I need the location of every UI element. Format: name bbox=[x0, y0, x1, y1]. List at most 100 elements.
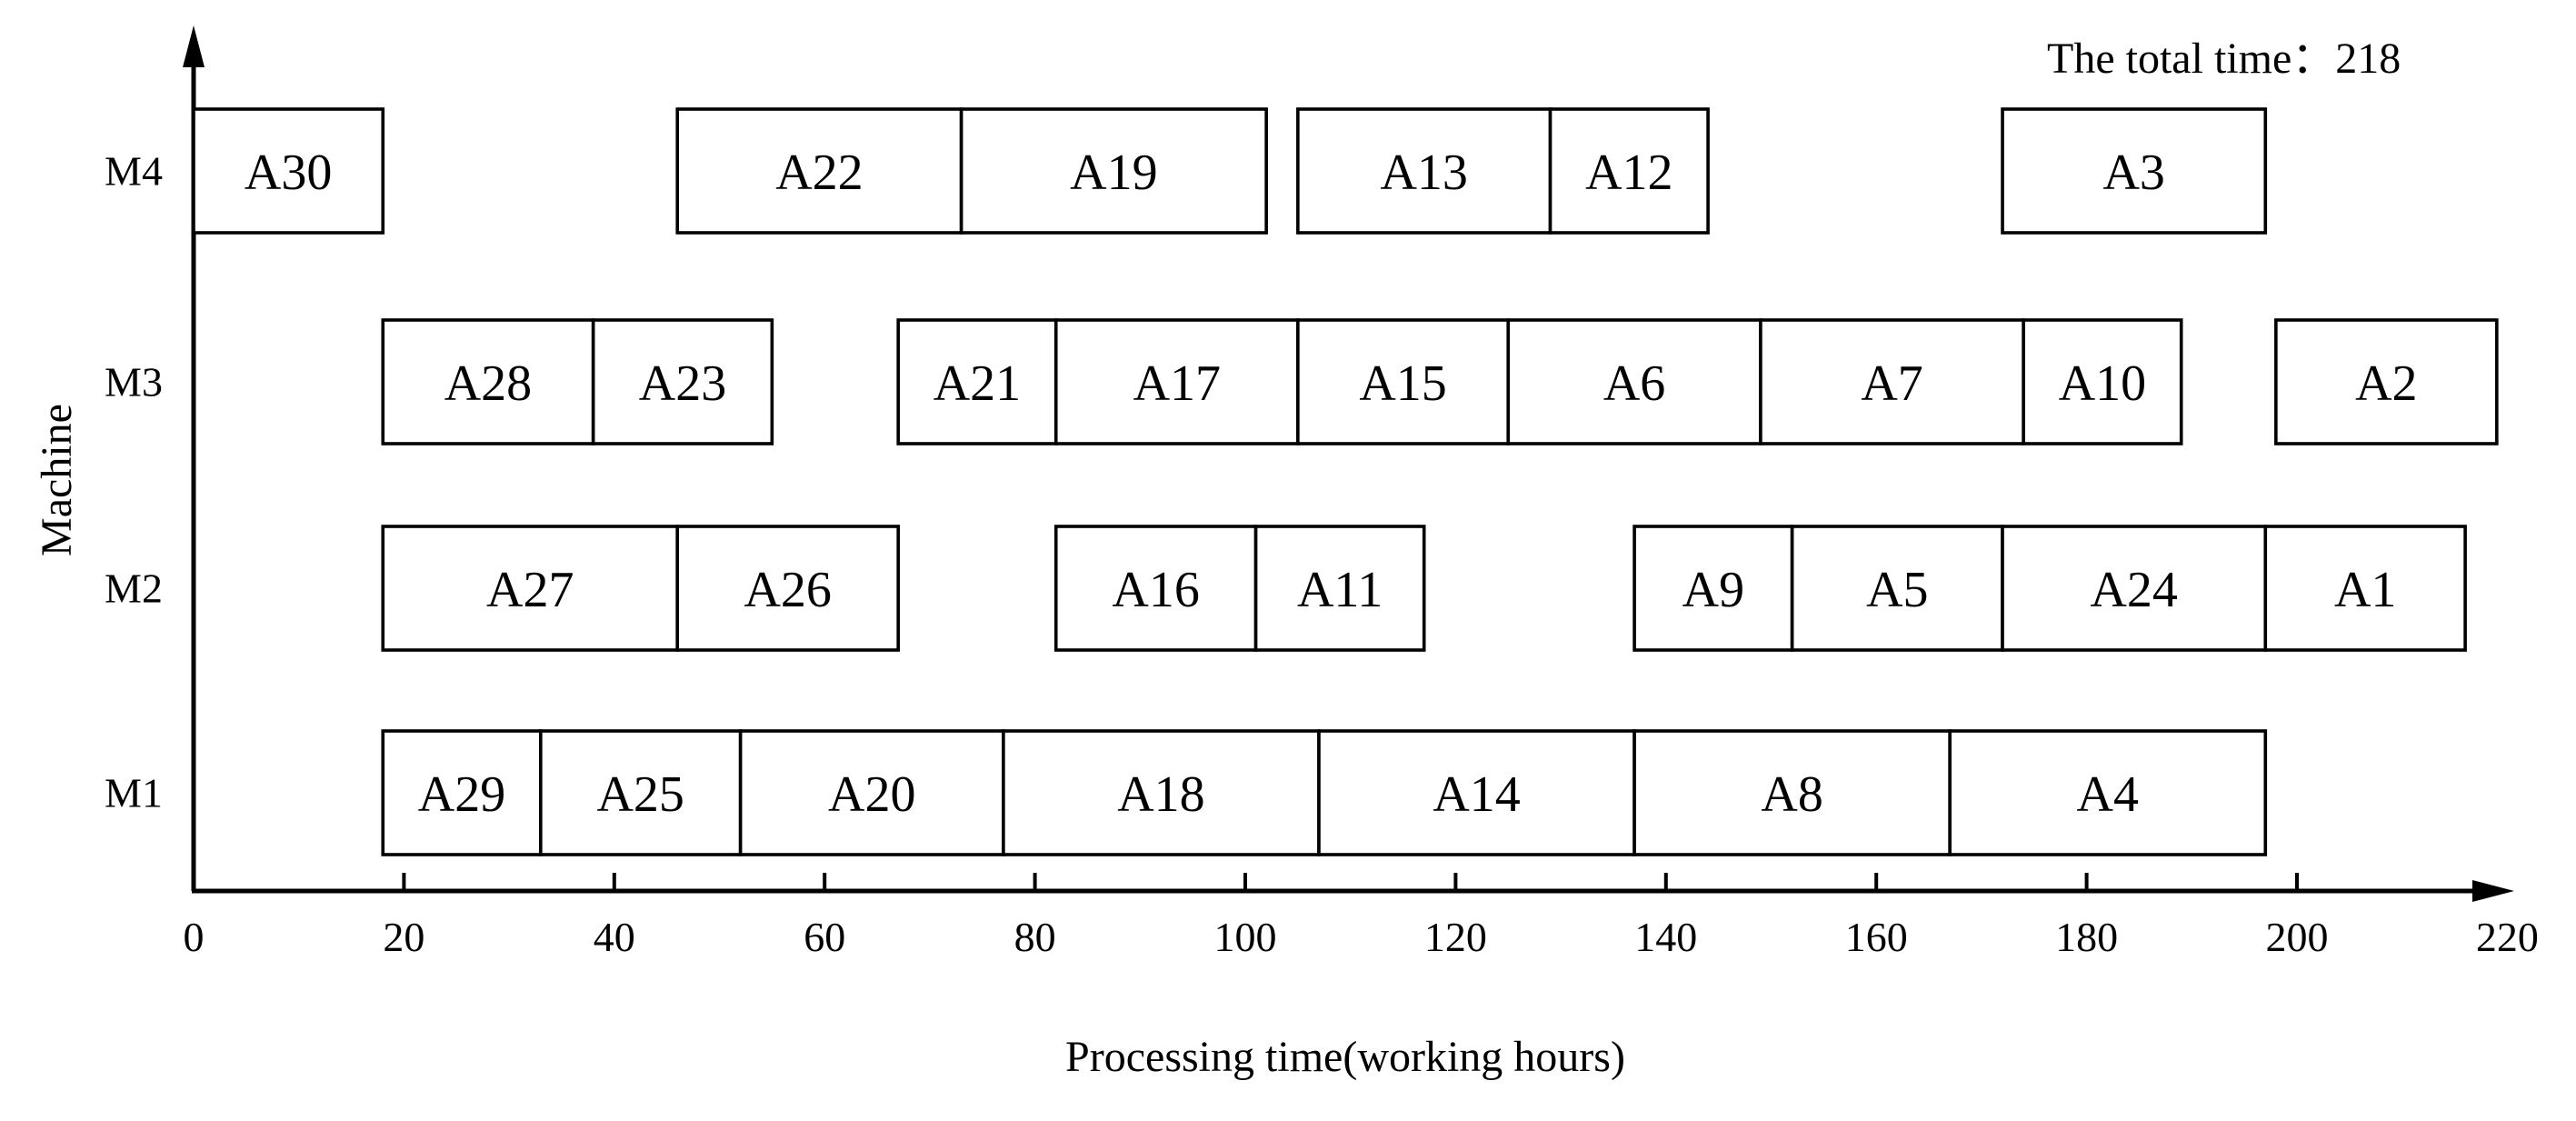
task-bar-rect bbox=[591, 318, 774, 445]
task-label: A28 bbox=[444, 355, 532, 412]
task-label: A25 bbox=[596, 766, 684, 823]
task-bar: A9 bbox=[1632, 525, 1794, 652]
x-tick-label: 0 bbox=[184, 914, 205, 960]
task-label: A3 bbox=[2102, 145, 2164, 201]
task-bar-rect bbox=[1253, 525, 1426, 652]
task-label: A16 bbox=[1112, 562, 1199, 618]
x-tick-label: 60 bbox=[804, 914, 845, 960]
task-bar: A20 bbox=[738, 729, 1005, 856]
task-label: A24 bbox=[2090, 562, 2177, 618]
task-bar: A27 bbox=[381, 525, 680, 652]
task-bar: A11 bbox=[1253, 525, 1426, 652]
task-label: A9 bbox=[1682, 562, 1744, 618]
task-bar: A23 bbox=[591, 318, 774, 445]
task-bar-rect bbox=[1317, 729, 1636, 856]
task-bar-rect bbox=[738, 729, 1005, 856]
task-label: A29 bbox=[418, 766, 505, 823]
task-bar: A22 bbox=[675, 107, 964, 235]
x-tick-label: 140 bbox=[1634, 914, 1697, 960]
task-label: A23 bbox=[639, 355, 726, 412]
machine-label: M4 bbox=[105, 148, 163, 195]
task-bar: A3 bbox=[2001, 107, 2268, 235]
y-axis-arrow bbox=[183, 25, 205, 67]
task-bar: A25 bbox=[539, 729, 743, 856]
x-tick-label: 100 bbox=[1214, 914, 1277, 960]
machine-label: M1 bbox=[105, 770, 163, 816]
task-bar: A21 bbox=[896, 318, 1058, 445]
task-label: A20 bbox=[828, 766, 915, 823]
task-label: A5 bbox=[1866, 562, 1928, 618]
task-label: A30 bbox=[245, 145, 332, 201]
task-bar-rect bbox=[1632, 729, 1952, 856]
machine-labels: M1 M2 M3 M4 bbox=[105, 148, 163, 816]
task-label: A21 bbox=[934, 355, 1021, 412]
task-bar: A2 bbox=[2274, 318, 2499, 445]
task-bar: A18 bbox=[1002, 729, 1321, 856]
task-bar-rect bbox=[1053, 525, 1258, 652]
task-bar-rect bbox=[539, 729, 743, 856]
task-label: A10 bbox=[2059, 355, 2146, 412]
task-bar-rect bbox=[2022, 318, 2183, 445]
task-bar-rect bbox=[1632, 525, 1794, 652]
task-label: A1 bbox=[2334, 562, 2396, 618]
task-bar-rect bbox=[1759, 318, 2025, 445]
task-label: A18 bbox=[1117, 766, 1204, 823]
task-label: A6 bbox=[1603, 355, 1665, 412]
task-bar: A29 bbox=[381, 729, 543, 856]
task-bar-rect bbox=[1548, 107, 1710, 235]
task-bar-rect bbox=[381, 729, 543, 856]
task-bar: A28 bbox=[381, 318, 595, 445]
task-bar: A8 bbox=[1632, 729, 1952, 856]
total-time-annotation: The total time：218 bbox=[2047, 35, 2401, 83]
task-bar: A6 bbox=[1506, 318, 1762, 445]
task-bar: A5 bbox=[1790, 525, 2004, 652]
task-bar: A19 bbox=[959, 107, 1268, 235]
task-bars: A30 A22 A19 A13 A12 A3 A28 A23 A21 A17 A15 A6 A7 A10 A… bbox=[192, 107, 2499, 856]
task-bar: A7 bbox=[1759, 318, 2025, 445]
task-bar-rect bbox=[381, 318, 595, 445]
task-bar: A10 bbox=[2022, 318, 2183, 445]
task-bar: A12 bbox=[1548, 107, 1710, 235]
task-bar: A15 bbox=[1296, 318, 1511, 445]
x-tick-label: 220 bbox=[2476, 914, 2539, 960]
x-axis-arrow bbox=[2472, 880, 2514, 902]
task-label: A22 bbox=[775, 145, 863, 201]
task-label: A27 bbox=[486, 562, 574, 618]
task-bar: A14 bbox=[1317, 729, 1636, 856]
task-bar-rect bbox=[381, 525, 680, 652]
task-bar: A30 bbox=[192, 107, 385, 235]
x-tick-label: 200 bbox=[2266, 914, 2329, 960]
x-tick-label: 80 bbox=[1014, 914, 1056, 960]
task-label: A15 bbox=[1359, 355, 1446, 412]
task-bar: A26 bbox=[675, 525, 900, 652]
task-label: A4 bbox=[2077, 766, 2139, 823]
task-bar-rect bbox=[2263, 525, 2467, 652]
x-ticks: 0 20 40 60 80 100 120 140 160 180 200 220 bbox=[184, 873, 2539, 960]
task-label: A11 bbox=[1297, 562, 1383, 618]
task-bar: A16 bbox=[1053, 525, 1258, 652]
x-axis-title: Processing time(working hours) bbox=[1065, 1033, 1625, 1081]
task-bar-rect bbox=[1002, 729, 1321, 856]
task-bar-rect bbox=[1948, 729, 2268, 856]
task-bar: A4 bbox=[1948, 729, 2268, 856]
task-bar-rect bbox=[2274, 318, 2499, 445]
task-bar: A1 bbox=[2263, 525, 2467, 652]
task-label: A8 bbox=[1761, 766, 1822, 823]
x-tick-label: 40 bbox=[594, 914, 635, 960]
task-bar: A13 bbox=[1296, 107, 1553, 235]
x-tick-label: 20 bbox=[383, 914, 424, 960]
task-bar-rect bbox=[959, 107, 1268, 235]
task-bar-rect bbox=[2001, 107, 2268, 235]
task-label: A12 bbox=[1585, 145, 1672, 201]
task-bar-rect bbox=[1506, 318, 1762, 445]
x-tick-label: 120 bbox=[1424, 914, 1487, 960]
task-label: A13 bbox=[1380, 145, 1467, 201]
task-bar-rect bbox=[675, 525, 900, 652]
y-axis-title: Machine bbox=[33, 404, 81, 556]
x-tick-label: 160 bbox=[1845, 914, 1908, 960]
task-label: A7 bbox=[1861, 355, 1922, 412]
task-bar-rect bbox=[1053, 318, 1300, 445]
task-bar-rect bbox=[192, 107, 385, 235]
task-bar-rect bbox=[1296, 318, 1511, 445]
